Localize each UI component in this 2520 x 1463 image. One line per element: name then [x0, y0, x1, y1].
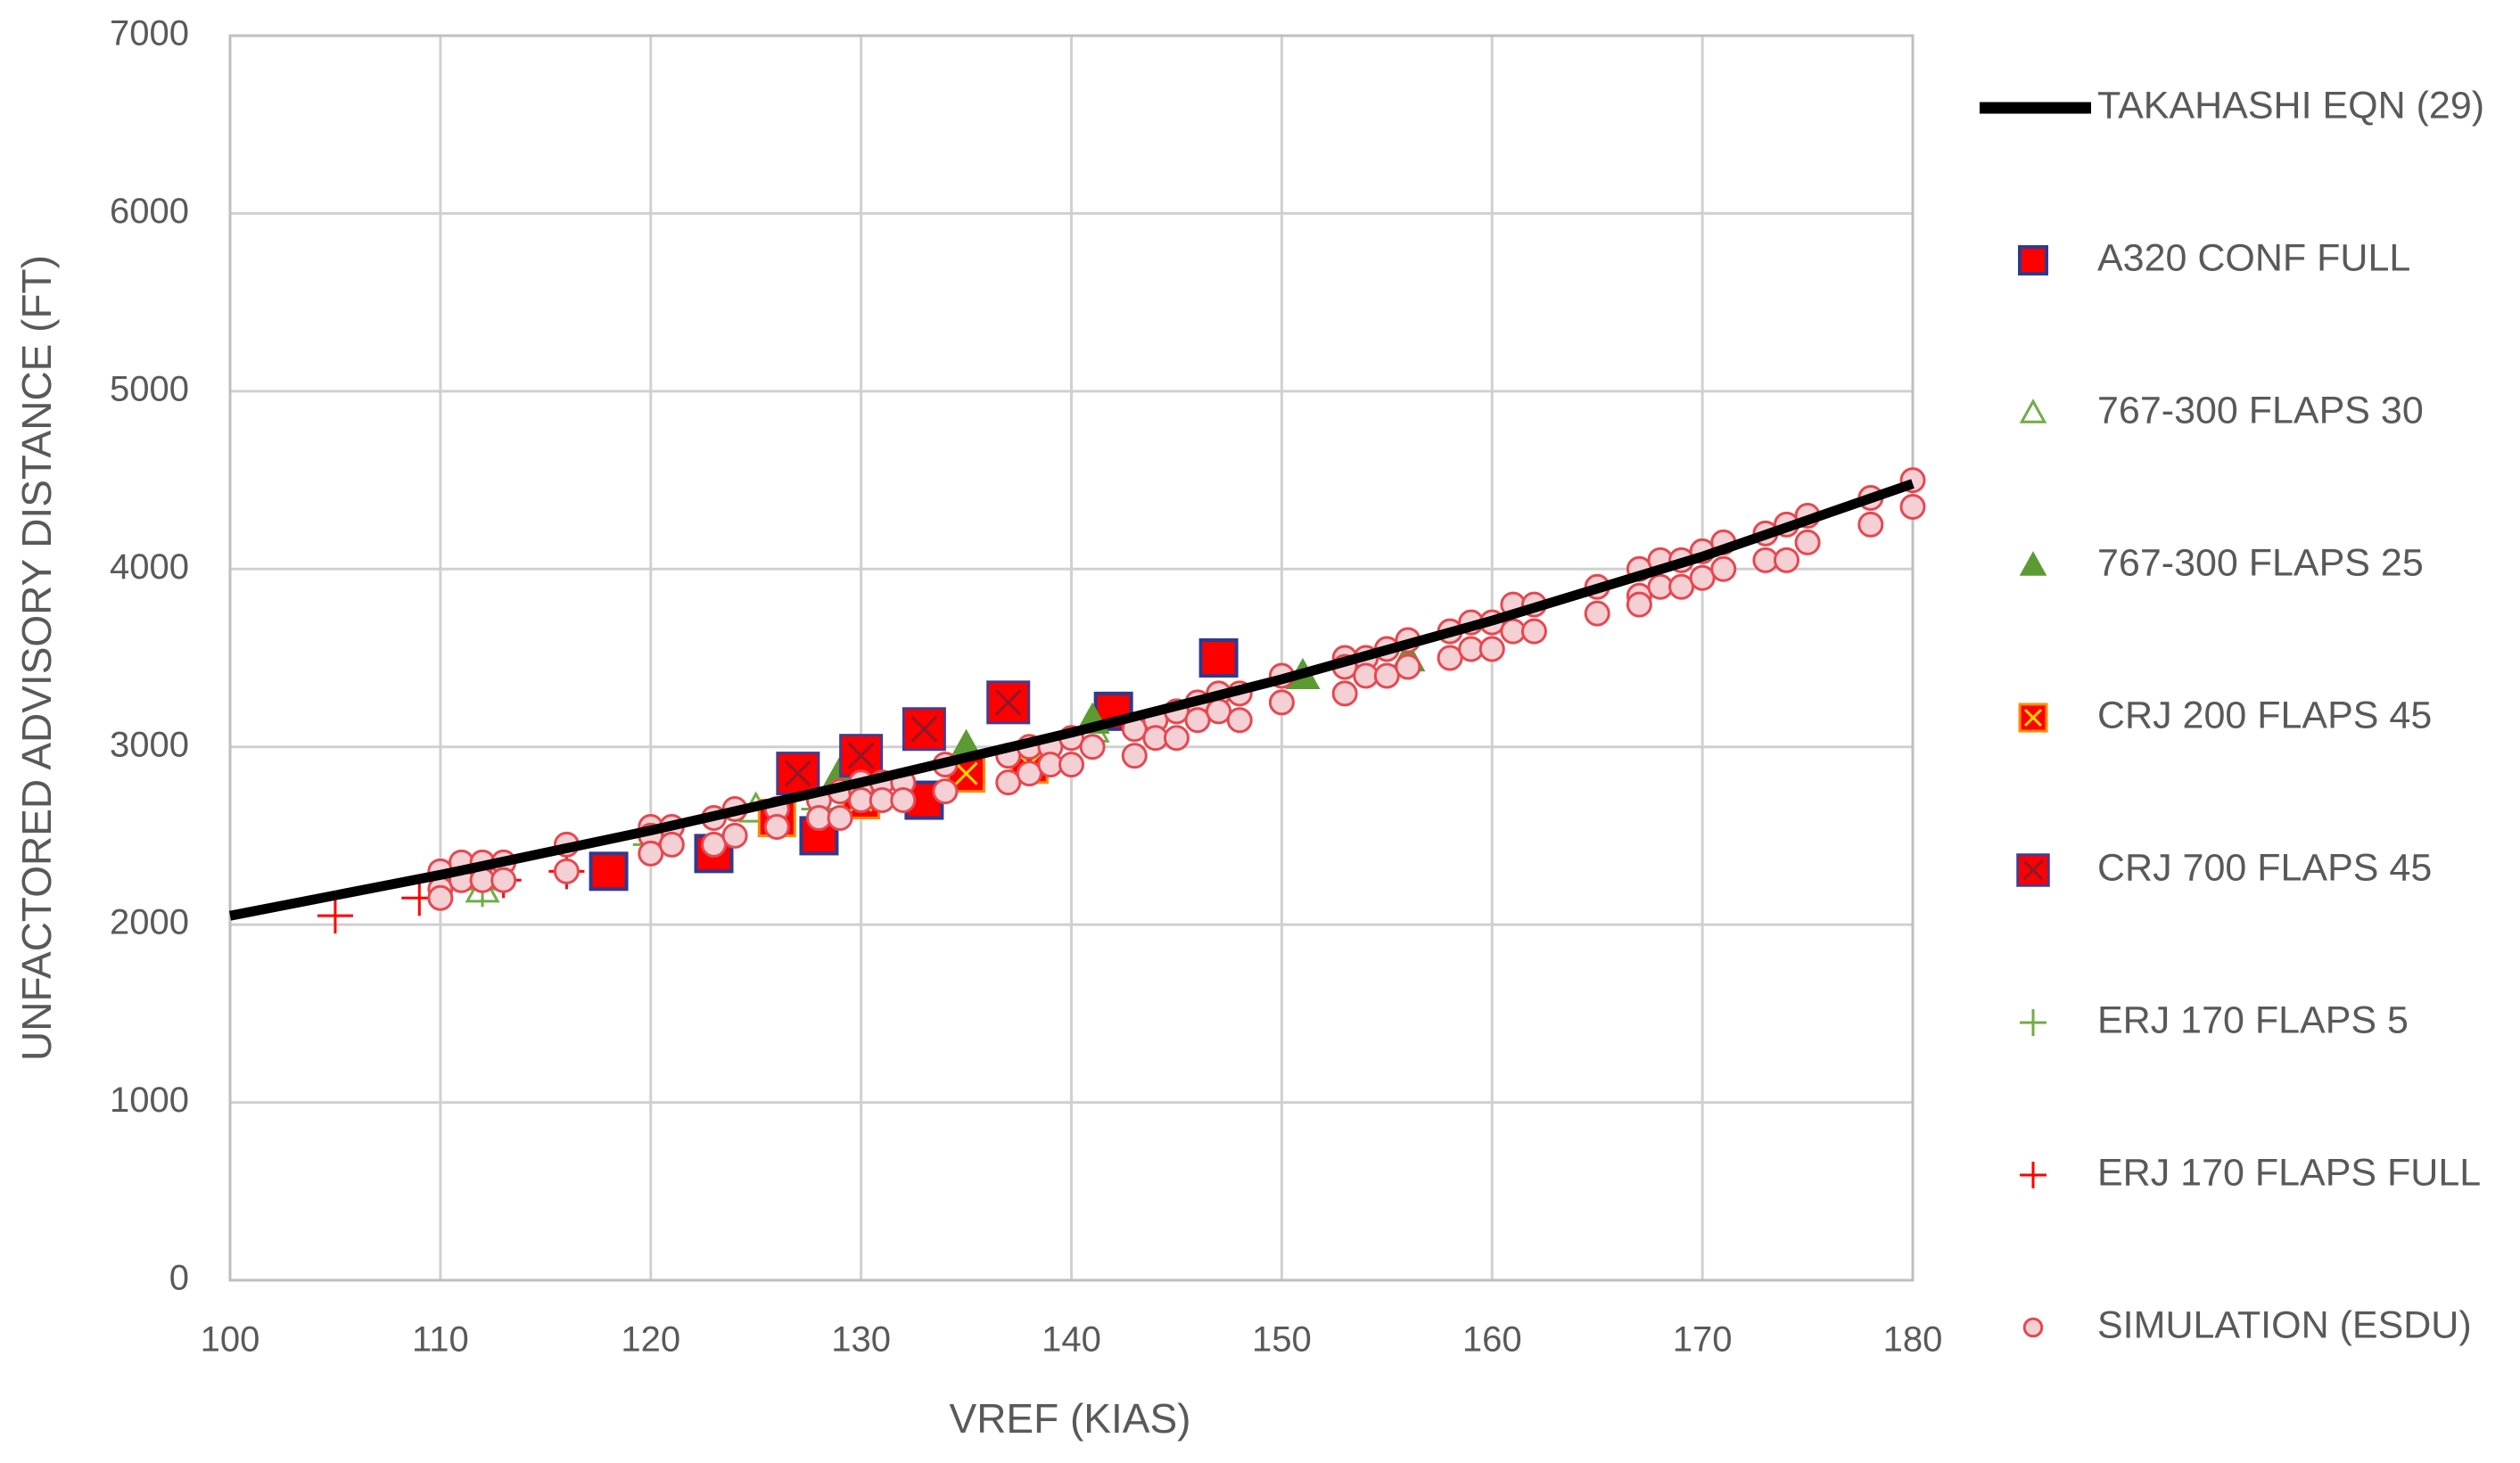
y-tick-label: 1000	[110, 1081, 189, 1120]
x-tick-label: 100	[201, 1320, 260, 1360]
y-axis-title: UNFACTORED ADVISORY DISTANCE (FT)	[13, 255, 60, 1061]
marker	[1478, 636, 1505, 662]
marker	[1184, 707, 1211, 734]
x-tick-label: 130	[831, 1320, 891, 1360]
marker	[827, 804, 853, 831]
x-tick-label: 170	[1673, 1320, 1733, 1360]
x-tick-label: 140	[1042, 1320, 1101, 1360]
marker	[1626, 591, 1652, 618]
y-tick-label: 2000	[110, 903, 189, 942]
legend-label: 767-300 FLAPS 25	[2097, 541, 2424, 584]
marker	[1268, 689, 1295, 716]
legend-label: TAKAHASHI EQN (29)	[2097, 84, 2484, 127]
legend-label: A320 CONF FULL	[2097, 236, 2410, 279]
marker	[1437, 645, 1463, 671]
legend-symbol	[2022, 1317, 2044, 1338]
marker	[1331, 680, 1358, 707]
marker	[1899, 493, 1926, 520]
marker	[427, 884, 454, 911]
marker	[1857, 511, 1884, 538]
legend-symbol	[2020, 1162, 2046, 1188]
marker	[1373, 662, 1400, 689]
legend-label: ERJ 170 FLAPS FULL	[2097, 1151, 2481, 1194]
marker	[638, 840, 664, 867]
x-tick-label: 110	[412, 1320, 469, 1360]
legend-label: 767-300 FLAPS 30	[2097, 389, 2424, 432]
legend-symbol	[2020, 1009, 2046, 1036]
marker	[1773, 547, 1799, 573]
marker	[1121, 743, 1148, 769]
y-tick-label: 5000	[110, 369, 189, 408]
x-tick-label: 160	[1462, 1320, 1522, 1360]
marker	[490, 867, 517, 893]
marker	[1058, 752, 1084, 778]
y-tick-label: 0	[169, 1259, 189, 1298]
marker	[1668, 573, 1695, 600]
marker	[763, 813, 790, 840]
marker	[986, 680, 1031, 725]
legend-label: ERJ 170 FLAPS 5	[2097, 999, 2409, 1041]
x-tick-label: 120	[621, 1320, 680, 1360]
marker	[658, 831, 685, 858]
marker	[701, 831, 728, 858]
marker	[1079, 734, 1106, 760]
marker	[776, 752, 820, 796]
marker	[839, 734, 884, 778]
marker	[1520, 618, 1547, 645]
legend-symbol	[2018, 703, 2048, 733]
y-tick-label: 6000	[110, 192, 189, 231]
legend-symbol	[2019, 551, 2047, 576]
legend-label: CRJ 200 FLAPS 45	[2097, 694, 2432, 736]
marker	[317, 898, 353, 934]
marker	[932, 778, 959, 805]
x-tick-label: 180	[1883, 1320, 1943, 1360]
y-tick-label: 7000	[110, 14, 189, 53]
marker	[1226, 707, 1253, 734]
marker	[1395, 653, 1421, 680]
x-tick-label: 150	[1252, 1320, 1312, 1360]
legend-symbol	[2019, 399, 2047, 423]
plot-frame	[228, 34, 1915, 1282]
marker	[902, 707, 946, 752]
y-tick-label: 4000	[110, 547, 189, 587]
legend: TAKAHASHI EQN (29) A320 CONF FULL 767-300 …	[1980, 84, 2484, 1346]
marker	[890, 787, 917, 814]
y-tick-label: 3000	[110, 725, 189, 764]
marker	[1016, 760, 1042, 787]
legend-label: SIMULATION (ESDU)	[2097, 1303, 2472, 1346]
marker	[1689, 564, 1716, 591]
trend-line	[228, 479, 1915, 921]
legend-symbol	[2018, 245, 2048, 275]
marker	[1794, 529, 1821, 555]
marker	[1198, 638, 1239, 678]
marker	[1206, 698, 1232, 725]
marker	[589, 851, 629, 892]
x-axis-title: VREF (KIAS)	[950, 1395, 1191, 1442]
marker	[721, 822, 748, 849]
marker	[995, 769, 1022, 796]
legend-symbol	[2016, 853, 2050, 887]
legend-label: CRJ 700 FLAPS 45	[2097, 846, 2432, 889]
marker	[1163, 725, 1190, 752]
marker	[553, 858, 580, 884]
marker	[1710, 555, 1737, 582]
marker	[1584, 600, 1610, 627]
